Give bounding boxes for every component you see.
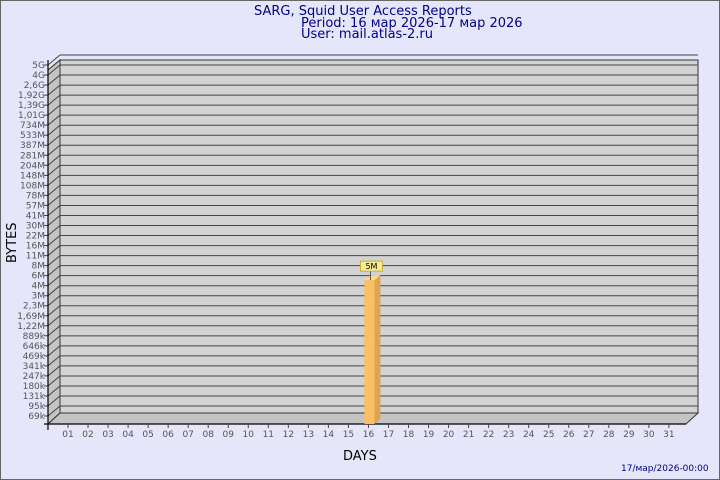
bar-data-label: 5M	[365, 262, 377, 271]
y-tick-label: 533M	[20, 131, 45, 141]
y-tick-label: 646k	[23, 342, 46, 352]
y-tick-label: 5G	[32, 61, 45, 71]
y-tick-label: 734M	[20, 121, 45, 131]
x-tick-label: 22	[483, 430, 494, 440]
bar-label-box	[359, 260, 383, 272]
x-tick-label: 12	[283, 430, 294, 440]
x-tick-label: 28	[603, 430, 615, 440]
y-tick-label: 16M	[26, 242, 45, 252]
x-tick-label: 16	[363, 430, 375, 440]
x-tick-label: 06	[162, 430, 174, 440]
y-tick-label: 1,39G	[18, 101, 45, 111]
x-tick-label: 13	[303, 430, 314, 440]
y-tick-label: 11M	[26, 252, 45, 262]
y-tick-label: 387M	[20, 141, 45, 151]
bar-side	[374, 275, 381, 424]
x-tick-label: 09	[223, 430, 235, 440]
y-tick-label: 2,6G	[24, 81, 45, 91]
chart-period: Period: 16 мар 2026-17 мар 2026	[301, 16, 523, 31]
y-tick-label: 69k	[28, 412, 45, 422]
y-tick-label: 95k	[28, 402, 45, 412]
x-tick-label: 29	[623, 430, 635, 440]
x-tick-label: 07	[182, 430, 193, 440]
y-tick-label: 6M	[32, 272, 46, 282]
x-axis-label: DAYS	[343, 449, 377, 464]
x-tick-label: 27	[583, 430, 594, 440]
y-tick-label: 247k	[23, 372, 46, 382]
x-tick-label: 05	[142, 430, 153, 440]
y-tick-label: 148M	[20, 171, 45, 181]
y-tick-label: 341k	[23, 362, 46, 372]
x-tick-label: 19	[423, 430, 435, 440]
x-tick-label: 15	[343, 430, 354, 440]
x-tick-label: 23	[503, 430, 514, 440]
y-tick-label: 469k	[23, 352, 46, 362]
y-tick-label: 4M	[32, 282, 46, 292]
plot-left-wall	[47, 58, 61, 426]
y-tick-label: 2,3M	[23, 302, 45, 312]
y-tick-label: 4G	[32, 71, 45, 81]
x-tick-label: 17	[383, 430, 394, 440]
y-tick-label: 889k	[23, 332, 46, 342]
bar-top	[364, 275, 381, 281]
y-tick-label: 108M	[20, 181, 45, 191]
y-tick-label: 1,92G	[18, 91, 45, 101]
x-tick-label: 31	[663, 430, 674, 440]
x-tick-label: 04	[122, 430, 134, 440]
y-tick-label: 30M	[26, 221, 45, 231]
y-tick-label: 8M	[32, 262, 46, 272]
x-tick-label: 01	[62, 430, 73, 440]
bar-day-16	[364, 280, 375, 424]
x-tick-label: 30	[643, 430, 655, 440]
x-tick-label: 25	[543, 430, 554, 440]
x-tick-label: 26	[563, 430, 575, 440]
footer-timestamp: 17/мар/2026-00:00	[621, 464, 709, 474]
chart-user: User: mail.atlas-2.ru	[301, 27, 433, 42]
chart-title: SARG, Squid User Access Reports	[254, 4, 472, 19]
x-tick-label: 14	[323, 430, 335, 440]
y-tick-label: 22M	[26, 232, 45, 242]
x-tick-label: 11	[263, 430, 274, 440]
x-tick-label: 21	[463, 430, 474, 440]
y-tick-label: 3M	[32, 292, 46, 302]
y-tick-label: 204M	[20, 161, 45, 171]
y-tick-label: 57M	[26, 201, 45, 211]
x-tick-label: 18	[403, 430, 415, 440]
y-tick-label: 281M	[20, 151, 45, 161]
y-tick-label: 41M	[26, 211, 45, 221]
y-tick-label: 180k	[23, 382, 46, 392]
x-tick-label: 24	[523, 430, 535, 440]
x-tick-label: 08	[202, 430, 214, 440]
y-tick-label: 1,01G	[18, 111, 45, 121]
x-tick-label: 10	[243, 430, 255, 440]
x-tick-label: 03	[102, 430, 113, 440]
y-tick-label: 1,22M	[17, 322, 45, 332]
x-tick-label: 20	[443, 430, 455, 440]
y-tick-label: 78M	[26, 191, 45, 201]
y-tick-label: 131k	[23, 392, 46, 402]
y-tick-label: 1,69M	[17, 312, 45, 322]
x-tick-label: 02	[82, 430, 93, 440]
